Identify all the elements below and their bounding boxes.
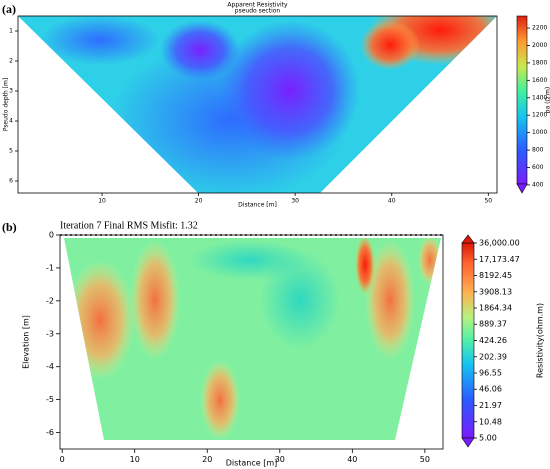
colorbar-tick-label: 46.06: [479, 385, 502, 394]
colorbar-tick-label: 96.55: [479, 368, 502, 377]
x-tick-label: 50: [484, 197, 492, 204]
colorbar-tick-label: 17,173.47: [479, 255, 520, 264]
x-axis-label: Distance [m]: [226, 459, 278, 468]
colorbar-extend: [461, 234, 475, 244]
colorbar-tick-label: 21.97: [479, 401, 502, 410]
x-tick-label: 20: [195, 197, 203, 204]
colorbar-tick-label: 10.48: [479, 417, 502, 426]
colorbar-extend: [461, 437, 475, 448]
colorbar-tick-label: 1400: [532, 94, 547, 101]
x-tick-label: 40: [388, 197, 396, 204]
colorbar: [461, 242, 475, 439]
colorbar-tick-label: 889.37: [479, 320, 507, 329]
colorbar-tick-label: 5.00: [479, 434, 497, 443]
colorbar-tick-label: 36,000.00: [479, 239, 520, 248]
pseudo-section-field: [18, 16, 497, 193]
colorbar-tick-label: 600: [532, 164, 544, 171]
colorbar-tick-label: 424.26: [479, 336, 507, 345]
colorbar-tick-label: 2200: [532, 25, 547, 32]
y-tick-label: -4: [46, 362, 54, 371]
colorbar-tick-label: 3908.13: [479, 287, 512, 296]
x-tick-label: 50: [420, 455, 430, 464]
colorbar-label: Resistivity(ohm.m): [536, 303, 545, 378]
colorbar-label: ρa (Ω.m): [545, 87, 550, 113]
plot-frame: [59, 234, 444, 450]
x-tick-label: 30: [275, 455, 285, 464]
panel-label: (b): [2, 220, 17, 234]
chart-title: Apparent Resistivity: [227, 2, 288, 9]
plot-frame: [17, 15, 498, 194]
y-tick-label: -2: [46, 296, 54, 305]
colorbar-tick-label: 1000: [532, 129, 547, 136]
chart-subtitle: pseudo section: [235, 8, 281, 15]
panel-label: (a): [2, 2, 16, 16]
colorbar-tick-label: 1600: [532, 77, 547, 84]
colorbar-tick-label: 400: [532, 181, 544, 188]
y-tick-label: -1: [46, 263, 54, 272]
colorbar-tick-label: 202.39: [479, 352, 507, 361]
y-tick-label: -6: [46, 428, 54, 437]
colorbar-tick-label: 8192.45: [479, 271, 512, 280]
x-tick-label: 10: [130, 455, 140, 464]
colorbar-tick-label: 1200: [532, 112, 547, 119]
y-axis-label: Elevation [m]: [22, 315, 31, 369]
x-tick-label: 20: [202, 455, 212, 464]
y-tick-label: 3: [9, 88, 13, 95]
x-tick-label: 10: [98, 197, 106, 204]
chart-title: Iteration 7 Final RMS Misfit: 1.32: [60, 220, 198, 231]
y-tick-label: 0: [49, 231, 54, 240]
colorbar-tick-label: 800: [532, 147, 544, 154]
y-tick-label: 2: [9, 58, 13, 65]
x-tick-label: 40: [347, 455, 357, 464]
y-tick-label: 4: [9, 118, 13, 125]
y-axis-label: Pseudo depth [m]: [3, 78, 10, 131]
y-tick-label: -5: [46, 395, 54, 404]
colorbar-tick-label: 2000: [532, 42, 547, 49]
colorbar-extend: [516, 183, 528, 194]
x-tick-label: 0: [60, 455, 65, 464]
y-tick-label: 5: [9, 148, 13, 155]
colorbar-tick-label: 1864.34: [479, 304, 512, 313]
colorbar-tick-label: 1800: [532, 59, 547, 66]
inversion-field: [64, 238, 441, 440]
x-tick-label: 30: [291, 197, 299, 204]
x-axis-label: Distance [m]: [238, 202, 277, 209]
y-tick-label: 6: [9, 178, 13, 185]
y-tick-label: 1: [9, 28, 13, 35]
y-tick-label: -3: [46, 329, 54, 338]
colorbar: [516, 15, 528, 185]
